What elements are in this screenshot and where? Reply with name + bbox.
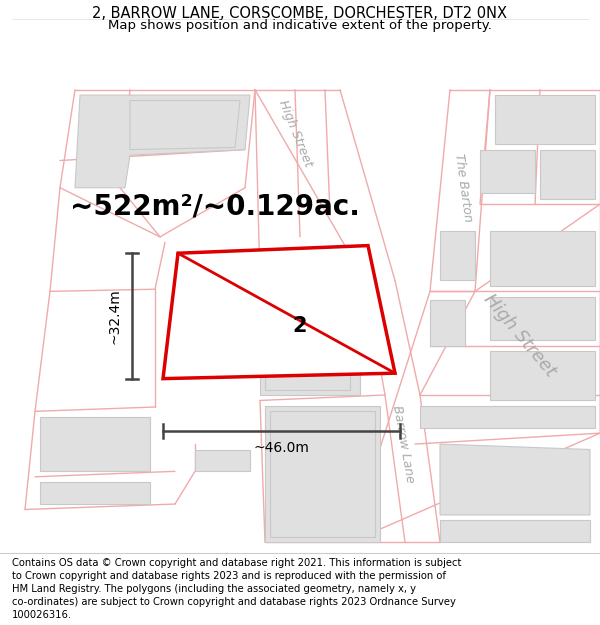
Polygon shape bbox=[440, 231, 475, 281]
Polygon shape bbox=[540, 149, 595, 199]
Polygon shape bbox=[195, 449, 250, 471]
Polygon shape bbox=[490, 351, 595, 401]
Text: High Street: High Street bbox=[481, 290, 560, 380]
Polygon shape bbox=[440, 444, 590, 515]
Text: Barrow Lane: Barrow Lane bbox=[390, 404, 416, 484]
Polygon shape bbox=[130, 101, 240, 149]
Text: ~46.0m: ~46.0m bbox=[254, 441, 310, 456]
Text: ~522m²/~0.129ac.: ~522m²/~0.129ac. bbox=[70, 192, 360, 221]
Text: The Barton: The Barton bbox=[452, 152, 474, 223]
Polygon shape bbox=[430, 300, 465, 346]
Polygon shape bbox=[265, 346, 350, 389]
Polygon shape bbox=[495, 95, 595, 144]
Polygon shape bbox=[490, 231, 595, 286]
Polygon shape bbox=[265, 406, 380, 542]
Polygon shape bbox=[420, 406, 595, 428]
Text: 2, BARROW LANE, CORSCOMBE, DORCHESTER, DT2 0NX: 2, BARROW LANE, CORSCOMBE, DORCHESTER, D… bbox=[92, 6, 508, 21]
Text: High Street: High Street bbox=[275, 98, 314, 169]
Text: 2: 2 bbox=[293, 316, 307, 336]
Text: ~32.4m: ~32.4m bbox=[108, 288, 122, 344]
Polygon shape bbox=[75, 95, 250, 188]
Text: Contains OS data © Crown copyright and database right 2021. This information is : Contains OS data © Crown copyright and d… bbox=[12, 558, 461, 620]
Text: Map shows position and indicative extent of the property.: Map shows position and indicative extent… bbox=[108, 19, 492, 31]
Polygon shape bbox=[265, 291, 350, 335]
Polygon shape bbox=[490, 297, 595, 341]
Polygon shape bbox=[40, 417, 150, 471]
Polygon shape bbox=[270, 411, 375, 537]
Polygon shape bbox=[480, 149, 535, 193]
Polygon shape bbox=[440, 521, 590, 542]
Polygon shape bbox=[40, 482, 150, 504]
Polygon shape bbox=[163, 246, 395, 379]
Polygon shape bbox=[260, 286, 360, 395]
